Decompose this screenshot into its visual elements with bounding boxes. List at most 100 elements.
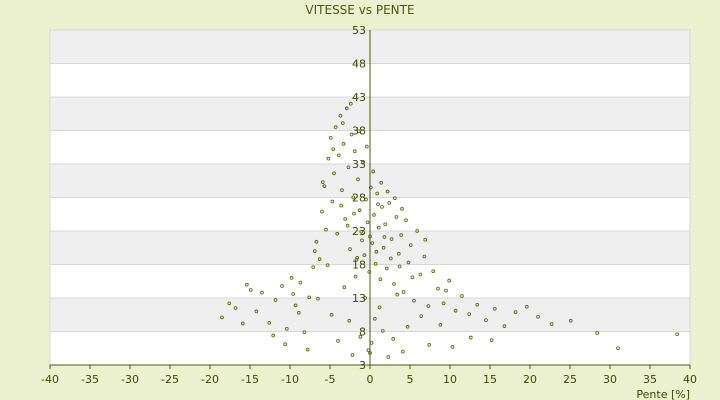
y-tick-label: 53 <box>352 24 366 37</box>
data-point <box>468 335 473 340</box>
data-point <box>336 339 340 343</box>
data-point <box>377 305 382 310</box>
data-point <box>305 347 310 352</box>
data-point <box>325 263 330 268</box>
data-point <box>392 282 396 286</box>
data-point <box>368 185 373 190</box>
data-point <box>475 302 480 307</box>
data-point <box>365 220 370 225</box>
data-point <box>233 306 238 310</box>
data-point <box>408 243 413 247</box>
data-point <box>391 337 396 341</box>
data-point <box>386 355 391 359</box>
data-point <box>356 177 360 182</box>
data-point <box>341 142 346 146</box>
data-point <box>373 261 378 266</box>
data-point <box>320 209 324 214</box>
y-tick-label: 13 <box>352 292 366 305</box>
data-point <box>405 324 410 329</box>
data-point <box>320 180 325 184</box>
data-point <box>367 270 372 274</box>
data-point <box>360 238 364 243</box>
data-point <box>376 225 381 230</box>
data-point <box>427 343 432 347</box>
x-tick-label: -10 <box>281 373 299 386</box>
data-point <box>280 284 284 288</box>
data-point <box>254 309 259 314</box>
y-tick-label: 8 <box>359 326 366 339</box>
data-point <box>418 272 423 277</box>
data-point <box>447 278 452 283</box>
data-point <box>675 332 680 337</box>
data-point <box>317 257 322 261</box>
data-point <box>484 318 488 322</box>
data-point <box>289 276 294 280</box>
data-point <box>342 285 347 290</box>
data-point <box>293 303 298 308</box>
data-point <box>326 156 331 161</box>
data-point <box>549 322 554 326</box>
data-point <box>355 255 360 260</box>
data-point <box>387 201 392 205</box>
data-point <box>302 330 307 335</box>
data-point <box>350 353 355 357</box>
data-point <box>412 298 416 303</box>
y-tick-label: 43 <box>352 91 366 104</box>
x-tick-label: -20 <box>201 373 219 386</box>
data-point <box>423 237 428 242</box>
data-point <box>406 260 411 265</box>
x-tick-label: 20 <box>523 373 537 386</box>
y-tick-label: 18 <box>352 259 366 272</box>
data-point <box>348 247 352 251</box>
data-point <box>364 197 368 202</box>
data-point <box>351 195 356 200</box>
y-tick-label: 33 <box>352 158 366 171</box>
data-point <box>404 218 408 223</box>
data-point <box>450 345 455 349</box>
x-tick-label: 35 <box>643 373 657 386</box>
data-point <box>348 101 353 106</box>
data-point <box>375 191 380 196</box>
data-point <box>426 304 431 308</box>
data-point <box>382 235 387 239</box>
data-point <box>524 304 529 309</box>
data-point <box>220 315 224 320</box>
data-point <box>362 253 367 257</box>
data-point <box>331 147 336 152</box>
data-point <box>438 322 443 327</box>
data-point <box>352 211 356 216</box>
x-tick-label: 5 <box>407 373 414 386</box>
data-point <box>374 249 379 254</box>
data-point <box>356 129 361 134</box>
data-point <box>399 233 404 237</box>
data-point <box>240 321 245 326</box>
data-point <box>298 280 303 285</box>
data-point <box>492 306 497 311</box>
data-point <box>312 249 317 253</box>
x-tick-label: 10 <box>443 373 457 386</box>
data-point <box>311 265 316 270</box>
y-tick-label: 38 <box>352 125 366 138</box>
data-point <box>316 296 320 301</box>
data-point <box>352 149 357 154</box>
data-point <box>400 207 404 211</box>
data-point <box>329 312 334 317</box>
data-point <box>388 256 393 261</box>
data-point <box>364 144 369 149</box>
x-tick-label: -30 <box>121 373 139 386</box>
data-point <box>322 184 327 188</box>
data-point <box>616 346 620 351</box>
data-point <box>513 310 518 314</box>
data-point <box>380 328 385 333</box>
data-point <box>349 132 354 137</box>
data-point <box>395 292 400 297</box>
data-point <box>345 223 350 228</box>
data-point <box>330 199 335 204</box>
data-point <box>296 310 301 315</box>
data-point <box>400 349 405 354</box>
data-point <box>324 227 328 232</box>
data-point <box>363 296 368 300</box>
data-point <box>401 290 406 294</box>
